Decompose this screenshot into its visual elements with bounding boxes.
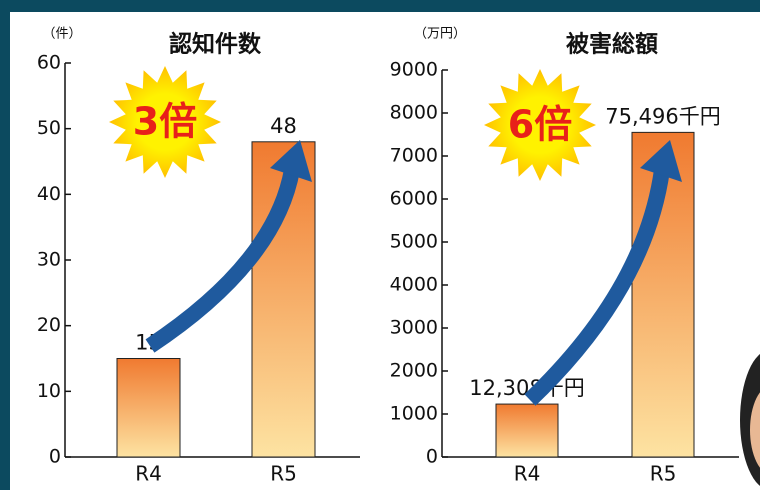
chart-panel: 0102030405060認知件数（件）R415R5483倍0100020003… [0,0,760,490]
y-tick-label: 0 [49,446,61,468]
y-tick-label: 50 [37,117,61,139]
x-tick-label: R4 [135,462,162,486]
x-tick-label: R5 [650,462,677,486]
bar [117,359,180,458]
y-tick-label: 20 [37,314,61,336]
y-tick-label: 9000 [390,59,438,81]
bar [496,404,558,457]
y-tick-label: 1000 [390,403,438,425]
y-tick-label: 6000 [390,188,438,210]
unit-label: （万円） [414,27,466,42]
y-tick-label: 60 [37,52,61,74]
y-tick-label: 10 [37,380,61,402]
badge-text: 6倍 [508,103,572,147]
unit-label: （件） [42,27,81,42]
chart-title: 被害総額 [566,31,658,58]
y-tick-label: 5000 [390,231,438,253]
data-label: 48 [270,114,297,138]
y-tick-label: 40 [37,183,61,205]
badge-text: 3倍 [133,100,197,144]
x-tick-label: R5 [270,462,297,486]
y-tick-label: 2000 [390,360,438,382]
y-tick-label: 0 [426,446,438,468]
chart-title: 認知件数 [169,31,262,58]
x-tick-label: R4 [514,462,541,486]
y-tick-label: 4000 [390,274,438,296]
y-tick-label: 3000 [390,317,438,339]
y-tick-label: 30 [37,249,61,271]
y-tick-label: 7000 [390,145,438,167]
y-tick-label: 8000 [390,102,438,124]
data-label: 75,496千円 [605,104,720,128]
